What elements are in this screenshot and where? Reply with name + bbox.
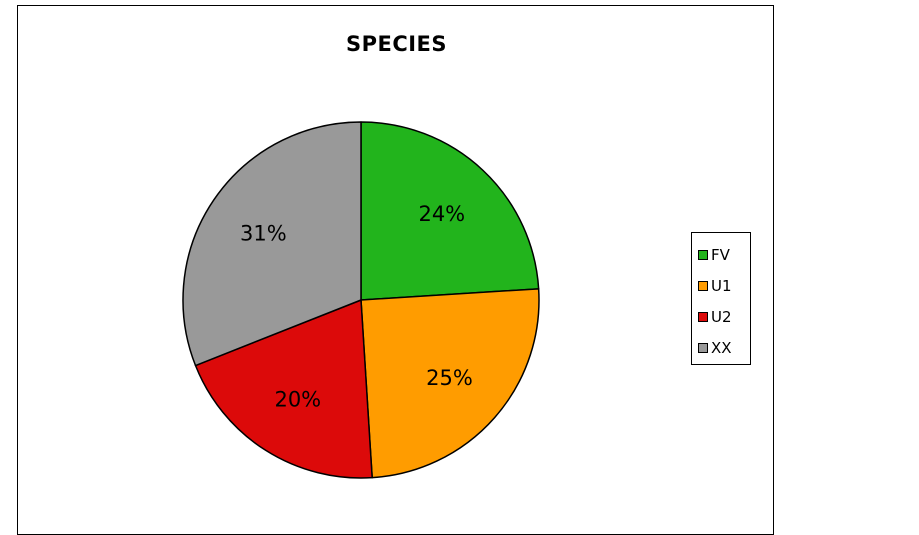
legend: FV U1 U2 XX <box>691 232 751 365</box>
pie-slice-xx <box>182 121 362 367</box>
legend-swatch-fv <box>698 250 708 260</box>
legend-item-u1: U1 <box>698 276 732 296</box>
legend-swatch-u1 <box>698 281 708 291</box>
pie-chart: 24% 25% 20% 31% <box>182 121 540 479</box>
legend-label-u2: U2 <box>711 308 732 326</box>
legend-label-u1: U1 <box>711 277 732 295</box>
legend-label-fv: FV <box>711 246 730 264</box>
chart-title: SPECIES <box>345 32 448 56</box>
legend-swatch-u2 <box>698 312 708 322</box>
pie-slice-u2 <box>194 299 373 479</box>
slice-label-xx: 31% <box>240 222 287 246</box>
legend-swatch-xx <box>698 343 708 353</box>
legend-label-xx: XX <box>711 339 732 357</box>
slice-label-fv: 24% <box>418 202 465 226</box>
pie-slice-fv <box>360 121 540 301</box>
slice-label-u1: 25% <box>426 366 473 390</box>
legend-item-u2: U2 <box>698 307 732 327</box>
legend-item-xx: XX <box>698 338 732 358</box>
legend-item-fv: FV <box>698 245 730 265</box>
slice-label-u2: 20% <box>274 388 321 412</box>
pie-slice-u1 <box>360 288 540 479</box>
